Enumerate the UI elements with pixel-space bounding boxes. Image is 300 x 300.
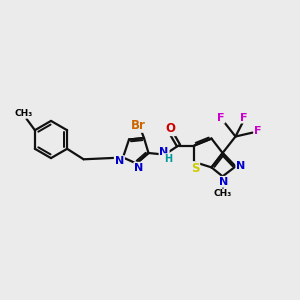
Text: N: N [115, 156, 124, 166]
Text: H: H [164, 154, 172, 164]
Text: F: F [240, 112, 248, 123]
Text: F: F [217, 112, 224, 123]
Text: S: S [191, 162, 199, 175]
Text: CH₃: CH₃ [214, 189, 232, 198]
Text: O: O [166, 122, 176, 135]
Text: N: N [236, 161, 245, 171]
Text: F: F [254, 126, 262, 136]
Text: N: N [134, 163, 143, 173]
Text: N: N [160, 147, 169, 157]
Text: N: N [220, 177, 229, 187]
Text: CH₃: CH₃ [15, 109, 33, 118]
Text: Br: Br [131, 119, 146, 132]
